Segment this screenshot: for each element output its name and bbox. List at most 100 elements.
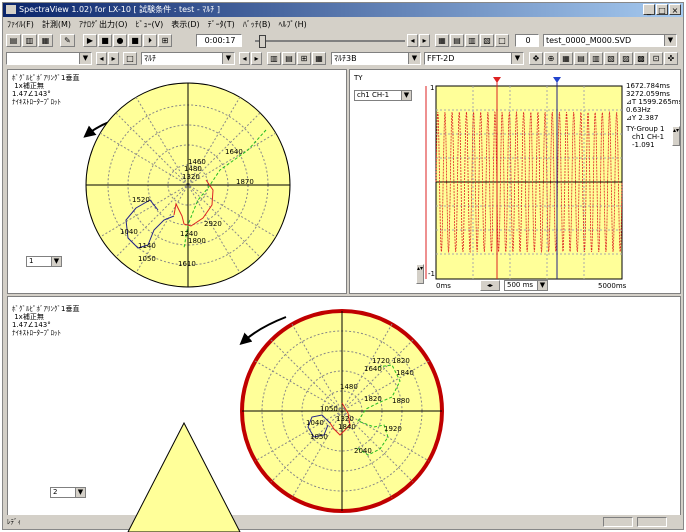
y-zoom-spin[interactable]: ▴▾ (416, 264, 424, 284)
rotation-arrow-icon (239, 316, 287, 345)
layout-icon[interactable]: ✜ (664, 52, 678, 65)
polar-label: 1460 (188, 158, 206, 166)
polar-plot-top (83, 82, 291, 288)
chevron-down-icon[interactable]: ▼ (511, 53, 523, 64)
marker-icon[interactable]: ▩ (634, 52, 648, 65)
polar-label: 1840 (396, 369, 414, 377)
play-icon[interactable]: ▶ (83, 34, 97, 47)
peak-icon[interactable]: ▦ (559, 52, 573, 65)
stop-icon[interactable]: ■ (98, 34, 112, 47)
menu-data[interactable]: ﾃﾞｰﾀ(T) (207, 20, 235, 29)
window-title: SpectraView 1.02) for LX-10 [ 試験条件 : tes… (19, 5, 220, 14)
cursor-icon[interactable]: ✥ (529, 52, 543, 65)
maximize-button[interactable]: □ (656, 4, 668, 15)
record-icon[interactable]: ● (113, 34, 127, 47)
polar-label: 1050 (310, 433, 328, 441)
fft-icon[interactable]: ⊞ (297, 52, 311, 65)
polar-label: 1240 (180, 230, 198, 238)
marker-icon[interactable]: ⊞ (158, 34, 172, 47)
elapsed-time: 0:00:17 (196, 34, 242, 47)
blank-select[interactable]: ▼ (6, 52, 92, 65)
table-icon[interactable]: ▤ (450, 34, 464, 47)
plot-select[interactable]: 2 ▼ (50, 487, 86, 498)
list-icon[interactable]: ▤ (574, 52, 588, 65)
scroll-spin[interactable]: ▴▾ (672, 126, 680, 146)
view-select[interactable]: ﾏﾙﾁ ▼ (141, 52, 235, 65)
status-cell (603, 517, 633, 527)
close-button[interactable]: × (669, 4, 681, 15)
minimize-button[interactable]: _ (643, 4, 655, 15)
overlay-icon[interactable]: ▨ (619, 52, 633, 65)
prev-icon[interactable]: ◂ (407, 34, 418, 47)
line-chart-icon[interactable]: ▤ (282, 52, 296, 65)
chevron-down-icon[interactable]: ▼ (222, 53, 234, 64)
polar-label: 1140 (138, 242, 156, 250)
y-axis-bottom: -1 (428, 270, 435, 278)
settings-icon[interactable]: ✎ (60, 34, 75, 47)
polar-label: 1320 (182, 173, 200, 181)
next-icon[interactable]: ▸ (108, 52, 119, 65)
channel-value: ch1 CH-1 (357, 91, 390, 99)
plot-select-value: 2 (53, 488, 58, 496)
chevron-down-icon[interactable]: ▼ (401, 91, 411, 100)
zoom-icon[interactable]: ⊕ (544, 52, 558, 65)
polar-label: 1880 (392, 397, 410, 405)
menu-batch[interactable]: ﾊﾞｯﾁ(B) (242, 20, 271, 29)
layout-select[interactable]: ﾏﾙﾁ3B ▼ (331, 52, 421, 65)
channel-select[interactable]: ch1 CH-1 ▼ (354, 90, 412, 101)
time-slider-thumb[interactable] (259, 35, 266, 48)
file-select[interactable]: test_0000_M000.SVD ▼ (543, 34, 677, 47)
compare-icon[interactable]: ▥ (589, 52, 603, 65)
next-icon[interactable]: ▸ (251, 52, 262, 65)
chevron-down-icon[interactable]: ▼ (408, 53, 420, 64)
next-icon[interactable]: ▸ (419, 34, 430, 47)
counter-field[interactable]: 0 (515, 34, 539, 47)
chevron-down-icon[interactable]: ▼ (75, 488, 85, 497)
chevron-down-icon[interactable]: ▼ (664, 35, 676, 46)
step-icon[interactable]: ⏵ (143, 34, 157, 47)
chart-icon[interactable]: ▥ (465, 34, 479, 47)
menu-view[interactable]: ﾋﾞｭｰ(V) (135, 20, 164, 29)
export-icon[interactable]: ▦ (38, 34, 53, 47)
scale-icon[interactable]: ▦ (312, 52, 326, 65)
menu-display[interactable]: 表示(D) (171, 20, 200, 29)
frame-icon[interactable]: □ (123, 52, 137, 65)
menu-file[interactable]: ﾌｧｲﾙ(F) (7, 20, 34, 29)
polar-label: 1610 (178, 260, 196, 268)
menu-bar: ﾌｧｲﾙ(F) 計測(M) ｱﾅﾛｸﾞ出力(O) ﾋﾞｭｰ(V) 表示(D) ﾃ… (3, 18, 683, 31)
save-icon[interactable]: ▥ (22, 34, 37, 47)
polar-label: 1480 (340, 383, 358, 391)
menu-help[interactable]: ﾍﾙﾌﾟ(H) (278, 20, 307, 29)
cursor-value: 0.63Hz (626, 106, 651, 114)
pause-icon[interactable]: ■ (128, 34, 142, 47)
zoom-select[interactable]: 500 ms ▼ (504, 280, 548, 291)
polar-label: 2040 (354, 447, 372, 455)
prev-icon[interactable]: ◂ (96, 52, 107, 65)
grid-icon[interactable]: ▦ (435, 34, 449, 47)
menu-analog-output[interactable]: ｱﾅﾛｸﾞ出力(O) (79, 20, 128, 29)
polar-label: 1520 (132, 196, 150, 204)
polar-label: 1820 (392, 357, 410, 365)
polar-label: 1720 (372, 357, 390, 365)
polar-label: 1040 (306, 419, 324, 427)
x-zoom-spin[interactable]: ◂▸ (480, 280, 500, 291)
cursor-value: ⊿T 1599.265ms (626, 98, 681, 106)
report-icon[interactable]: ▧ (480, 34, 494, 47)
menu-measure[interactable]: 計測(M) (41, 20, 71, 29)
prev-icon[interactable]: ◂ (239, 52, 250, 65)
waveform-plot (425, 77, 623, 280)
x-axis-end: 5000ms (598, 282, 627, 290)
time-slider-track[interactable] (255, 40, 405, 42)
polar-plot-bottom (239, 309, 444, 513)
chevron-down-icon[interactable]: ▼ (79, 53, 91, 64)
print-icon[interactable]: □ (495, 34, 509, 47)
chevron-down-icon[interactable]: ▼ (51, 257, 61, 266)
calc-icon[interactable]: ⊡ (649, 52, 663, 65)
bar-chart-icon[interactable]: ▥ (267, 52, 281, 65)
mode-select[interactable]: FFT-2D ▼ (424, 52, 524, 65)
chevron-down-icon[interactable]: ▼ (537, 281, 547, 290)
plot-select[interactable]: 1 ▼ (26, 256, 62, 267)
filter-icon[interactable]: ▧ (604, 52, 618, 65)
open-icon[interactable]: ▤ (6, 34, 21, 47)
polar-label: 1320 (336, 415, 354, 423)
